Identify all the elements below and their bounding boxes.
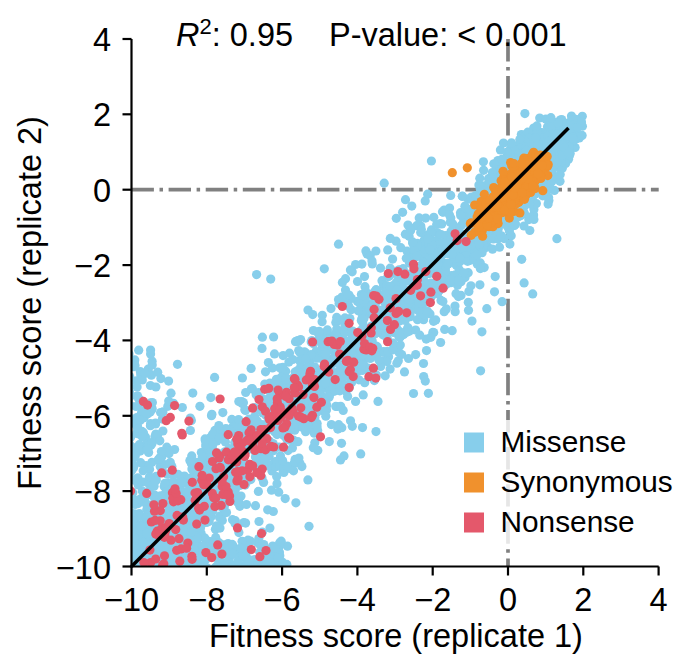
svg-text:Fitness score (replicate 2): Fitness score (replicate 2) [12,116,48,490]
svg-text:2: 2 [574,582,592,618]
svg-text:0: 0 [499,582,517,618]
svg-text:Missense: Missense [501,425,627,458]
svg-text:−2: −2 [414,582,451,618]
svg-text:Fitness score (replicate 1): Fitness score (replicate 1) [209,618,583,654]
svg-text:4: 4 [93,22,111,58]
svg-text:−8: −8 [74,474,111,510]
svg-text:−6: −6 [264,582,301,618]
svg-text:P-value: < 0.001: P-value: < 0.001 [329,17,567,53]
svg-text:2: 2 [93,97,111,133]
svg-text:−8: −8 [188,582,225,618]
svg-text:Synonymous: Synonymous [501,465,673,498]
svg-text:4: 4 [650,582,668,618]
svg-text:−6: −6 [74,399,111,435]
svg-text:−10: −10 [104,582,159,618]
svg-text:−4: −4 [339,582,376,618]
svg-text:Nonsense: Nonsense [501,505,635,538]
svg-text:−10: −10 [56,550,111,586]
svg-text:−4: −4 [74,323,111,359]
svg-text:R2: 0.95: R2: 0.95 [176,14,293,53]
svg-text:−2: −2 [74,248,111,284]
svg-text:0: 0 [93,173,111,209]
